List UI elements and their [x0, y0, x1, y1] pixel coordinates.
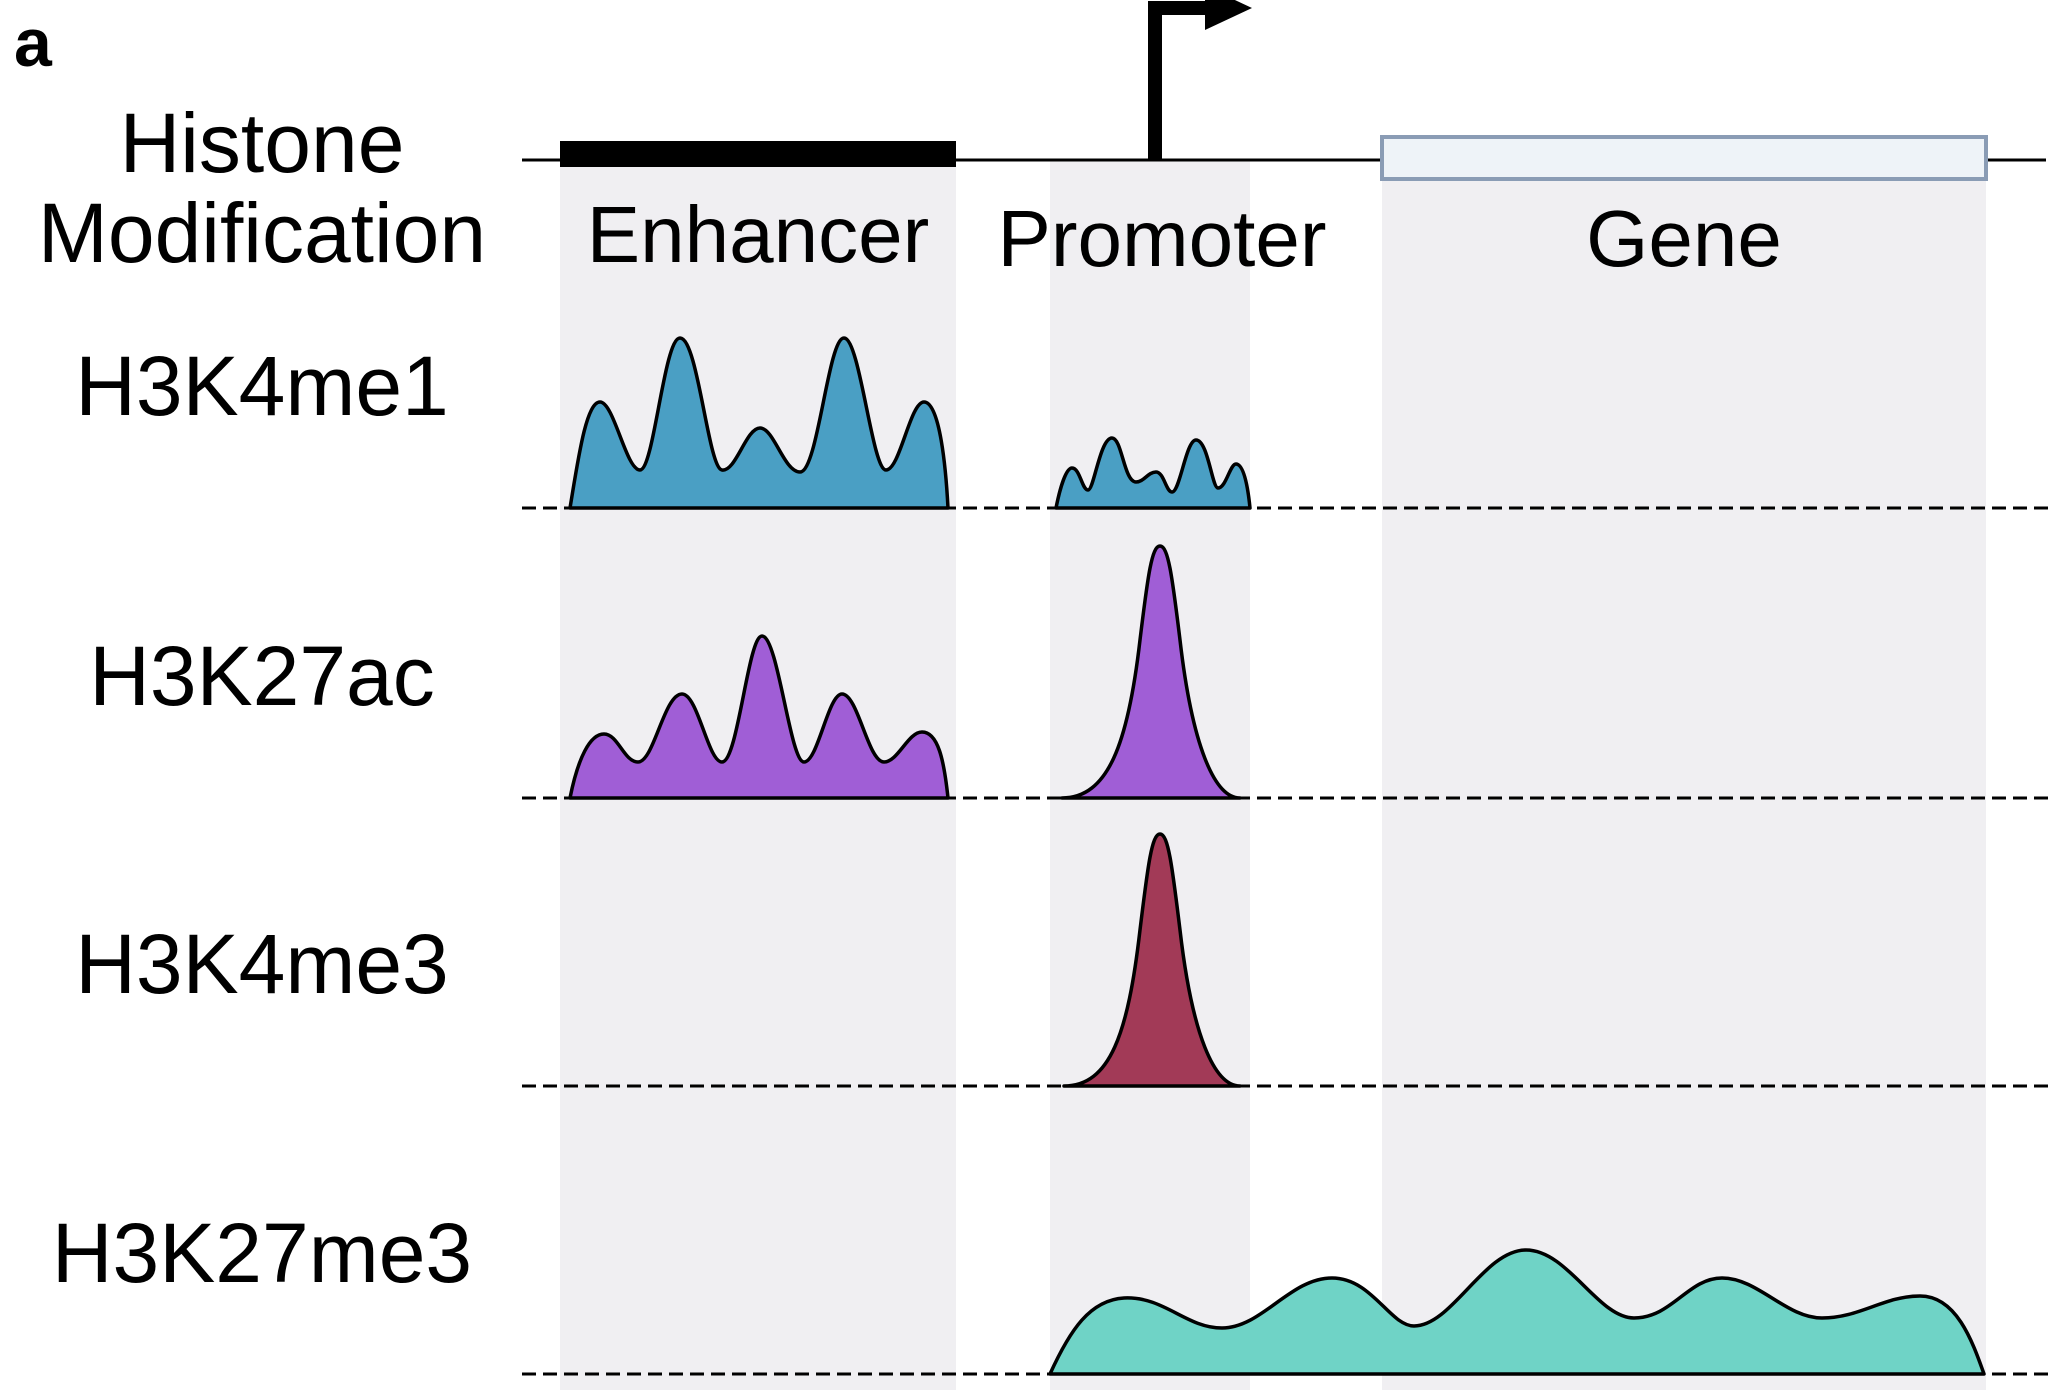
h3k27me3-broad-domain	[1048, 1248, 1986, 1376]
enhancer-bar	[560, 141, 956, 167]
track-label-h3k27ac: H3K27ac	[89, 629, 435, 723]
header-label-line2: Modification	[38, 186, 486, 280]
track-label-h3k4me3: H3K4me3	[75, 917, 449, 1011]
region-label-enhancer: Enhancer	[587, 190, 929, 279]
gene-shade	[1382, 160, 1986, 1390]
tss-arrow-icon	[1148, 0, 1252, 160]
h3k4me3-promoter-peak	[1062, 832, 1242, 1088]
region-label-gene: Gene	[1586, 194, 1782, 283]
track-label-h3k4me1: H3K4me1	[75, 339, 449, 433]
gene-box	[1380, 135, 1988, 181]
panel-letter: a	[14, 5, 53, 81]
h3k4me1-promoter-peaks	[1054, 436, 1252, 510]
h3k27ac-promoter-peak	[1060, 544, 1242, 800]
h3k4me1-enhancer-peaks	[568, 336, 950, 510]
header-label-line1: Histone	[120, 96, 405, 190]
track-label-h3k27me3: H3K27me3	[52, 1206, 472, 1300]
h3k27ac-enhancer-peaks	[568, 634, 950, 800]
region-label-promoter: Promoter	[998, 194, 1327, 283]
